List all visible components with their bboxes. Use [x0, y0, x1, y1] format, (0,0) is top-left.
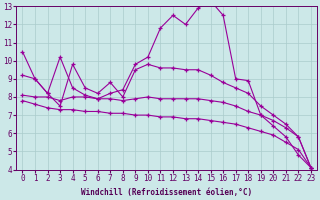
X-axis label: Windchill (Refroidissement éolien,°C): Windchill (Refroidissement éolien,°C) [81, 188, 252, 197]
